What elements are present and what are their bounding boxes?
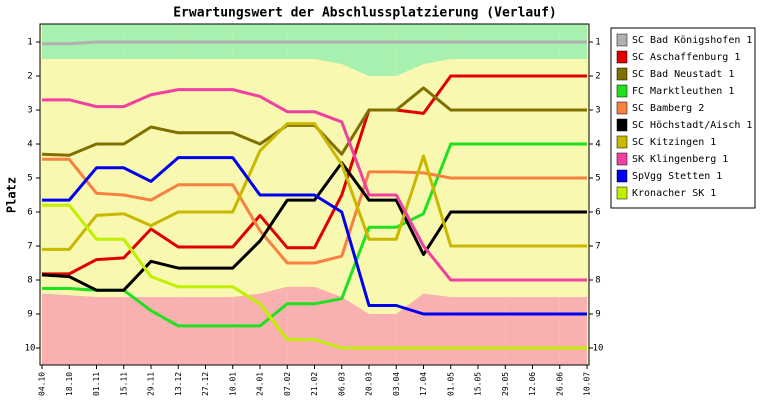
top-zone [42,24,70,60]
legend-swatch [616,67,628,81]
legend-label: SC Bamberg 2 [632,103,704,114]
bottom-zone [287,286,315,365]
legend-swatch [616,135,628,149]
x-tick-label: 01.11 [92,372,101,396]
bottom-zone [559,297,587,365]
series-line [42,40,587,46]
series-line [42,122,587,251]
y-tick-label-right: 10 [593,344,604,354]
bottom-zone [369,314,397,365]
x-tick-label: 13.12 [174,372,183,396]
series-line [42,88,587,282]
x-tick-label: 18.10 [65,372,74,396]
y-tick-label-right: 3 [595,106,600,116]
y-tick-label: 3 [27,106,32,116]
y-tick-label: 10 [25,344,36,354]
bottom-zone [205,297,233,365]
bottom-zone [151,297,179,365]
y-tick-label: 1 [27,38,32,48]
y-tick-label-right: 4 [595,140,600,150]
x-tick-label: 06.03 [337,372,346,396]
legend-swatch [616,169,628,183]
legend-label: FC Marktleuthen 1 [632,86,734,97]
plot-area [39,23,590,366]
series-line [41,161,587,292]
legend-label: SC Bad Königshofen 1 [632,35,752,46]
legend-swatch [616,50,628,64]
y-tick-label: 4 [27,140,32,150]
top-zone [314,24,342,65]
legend-swatch [616,152,628,166]
y-tick-label: 7 [27,242,32,252]
series-line [42,74,587,276]
bottom-zone [96,297,124,365]
bottom-zone [532,297,560,365]
x-tick-label: 17.04 [419,372,428,396]
bottom-zone [505,297,533,365]
x-tick-label: 01.05 [446,372,455,396]
legend: SC Bad Königshofen 1 SC Aschaffenburg 1 SC… [616,33,752,200]
legend-swatch [616,33,628,47]
y-axis-label: Platz [5,177,19,213]
legend-label: SK Klingenberg 1 [632,154,728,165]
bottom-zone [123,297,151,365]
x-tick-label: 15.11 [119,372,128,396]
bottom-zone [178,297,206,365]
series-line [42,142,587,328]
x-tick-label: 24.01 [256,372,265,396]
y-tick-label: 2 [27,72,32,82]
y-tick-label: 5 [27,174,32,184]
x-tick-label: 12.06 [528,372,537,396]
x-tick-label: 07.02 [283,372,292,396]
legend-swatch [616,186,628,200]
top-zone [341,24,369,77]
chart-title: Erwartungswert der Abschlussplatzierung … [173,6,557,21]
x-tick-label: 20.03 [365,372,374,396]
legend-label: SC Aschaffenburg 1 [632,52,740,63]
legend-label: SC Bad Neustadt 1 [632,69,734,80]
y-tick-label-right: 2 [595,72,600,82]
series-line [42,156,587,316]
x-tick-label: 29.11 [147,372,156,396]
legend-swatch [616,84,628,98]
x-tick-label: 04.10 [38,372,47,396]
y-tick-label-right: 1 [595,38,600,48]
bottom-zone [423,293,451,365]
x-tick-label: 29.05 [501,372,510,396]
bottom-zone [478,297,506,365]
x-tick-label: 03.04 [392,372,401,396]
y-tick-label: 9 [27,310,32,320]
legend-box [610,27,756,209]
y-tick-label-right: 8 [595,276,600,286]
legend-label: SC Kitzingen 1 [632,137,716,148]
legend-swatch [616,101,628,115]
y-tick-label: 8 [27,276,32,286]
series-line [42,157,587,265]
top-zone [423,24,451,65]
bottom-zone [42,293,70,365]
legend-label: SpVgg Stetten 1 [632,171,722,182]
legend-swatch [616,118,628,132]
x-tick-label: 15.05 [474,372,483,396]
y-tick-label-right: 5 [595,174,600,184]
x-tick-label: 10.07 [583,372,592,396]
bottom-zone [450,297,478,365]
legend-label: SC Höchstadt/Aisch 1 [632,120,752,131]
bottom-zone [260,286,288,365]
y-tick-label-right: 6 [595,208,600,218]
legend-label: Kronacher SK 1 [632,188,716,199]
top-zone [396,24,424,77]
y-tick-label-right: 7 [595,242,600,252]
bottom-zone [69,295,97,365]
x-tick-label: 27.12 [201,372,210,396]
top-zone [369,24,397,77]
y-tick-label-right: 9 [595,310,600,320]
series-line [42,203,587,350]
x-tick-label: 26.06 [555,372,564,396]
bottom-zone [232,293,260,365]
x-tick-label: 10.01 [228,372,237,396]
x-tick-label: 21.02 [310,372,319,396]
y-tick-label: 6 [27,208,32,218]
